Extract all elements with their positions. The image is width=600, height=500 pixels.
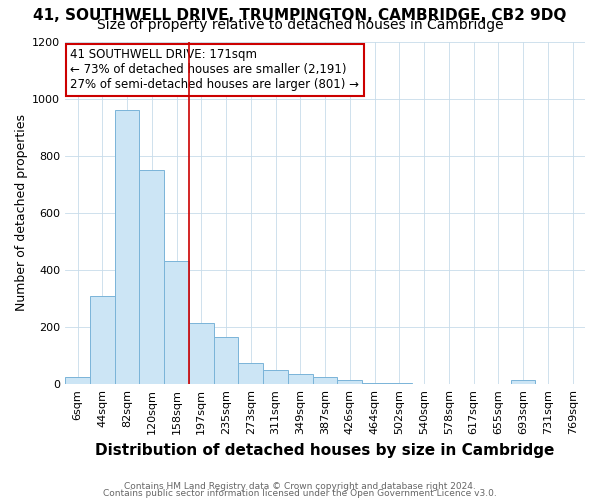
- Bar: [362, 383, 387, 384]
- Bar: [337, 380, 362, 384]
- Y-axis label: Number of detached properties: Number of detached properties: [15, 114, 28, 312]
- Bar: [214, 337, 238, 384]
- X-axis label: Distribution of detached houses by size in Cambridge: Distribution of detached houses by size …: [95, 442, 555, 458]
- Bar: [189, 323, 214, 384]
- Bar: [139, 170, 164, 384]
- Bar: [90, 296, 115, 384]
- Text: Size of property relative to detached houses in Cambridge: Size of property relative to detached ho…: [97, 18, 503, 32]
- Text: Contains public sector information licensed under the Open Government Licence v3: Contains public sector information licen…: [103, 489, 497, 498]
- Bar: [313, 377, 337, 384]
- Text: 41, SOUTHWELL DRIVE, TRUMPINGTON, CAMBRIDGE, CB2 9DQ: 41, SOUTHWELL DRIVE, TRUMPINGTON, CAMBRI…: [34, 8, 566, 22]
- Bar: [288, 374, 313, 384]
- Text: 41 SOUTHWELL DRIVE: 171sqm
← 73% of detached houses are smaller (2,191)
27% of s: 41 SOUTHWELL DRIVE: 171sqm ← 73% of deta…: [70, 48, 359, 92]
- Text: Contains HM Land Registry data © Crown copyright and database right 2024.: Contains HM Land Registry data © Crown c…: [124, 482, 476, 491]
- Bar: [511, 380, 535, 384]
- Bar: [164, 262, 189, 384]
- Bar: [115, 110, 139, 384]
- Bar: [238, 363, 263, 384]
- Bar: [263, 370, 288, 384]
- Bar: [65, 377, 90, 384]
